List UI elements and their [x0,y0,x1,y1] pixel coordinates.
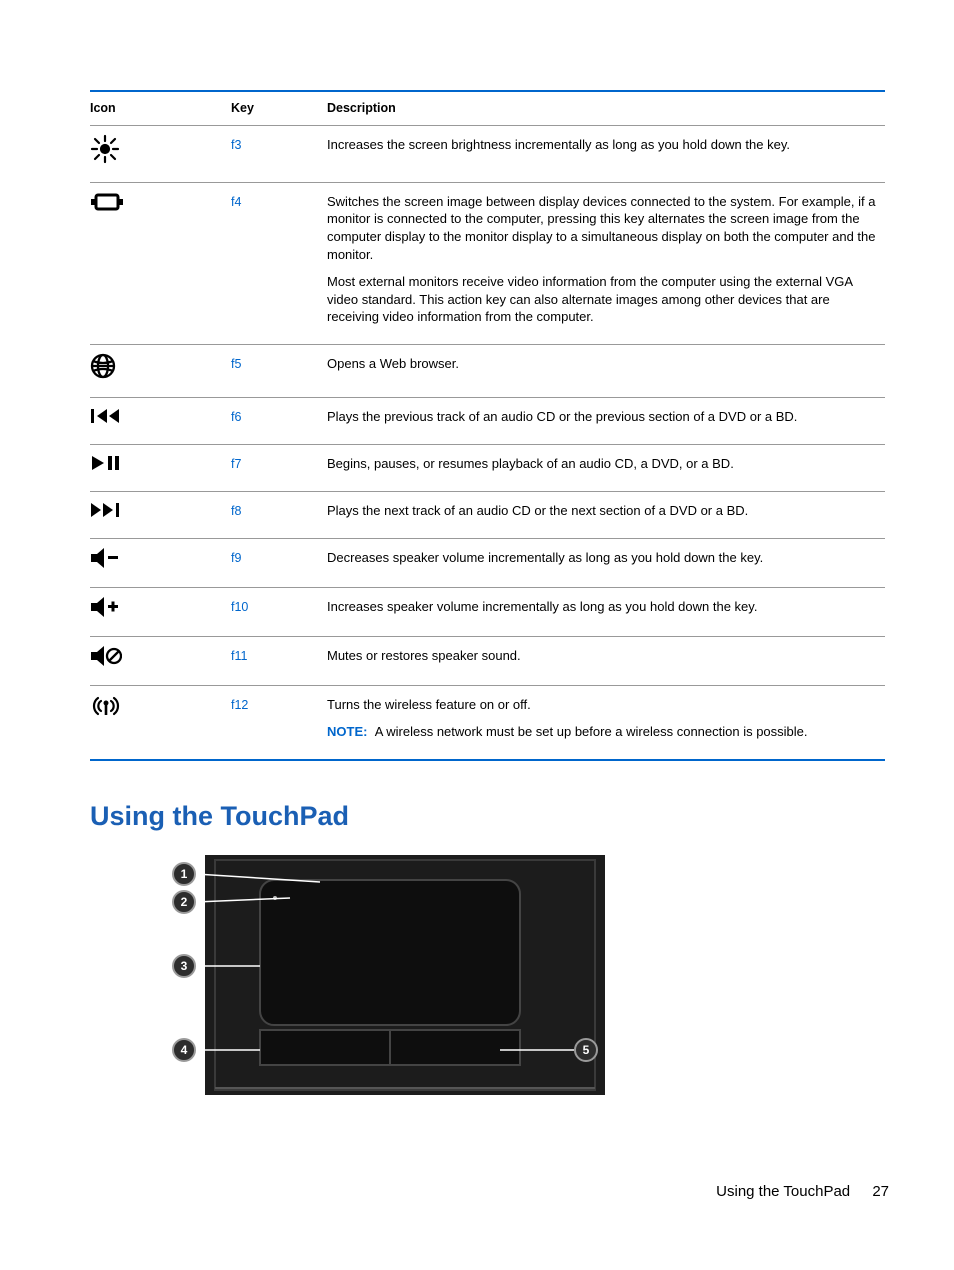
table-row: f10 Increases speaker volume incremental… [90,587,885,636]
desc-cell: Plays the next track of an audio CD or t… [327,491,885,538]
desc-cell: Mutes or restores speaker sound. [327,636,885,685]
table-row: f12 Turns the wireless feature on or off… [90,685,885,760]
callout-4: 4 [173,1039,195,1061]
touchpad-svg: 1 2 3 4 5 [160,850,610,1100]
svg-text:3: 3 [181,959,188,973]
icon-cell [90,344,231,397]
page: Icon Key Description [0,0,954,1270]
key-label: f5 [231,357,241,371]
key-cell: f7 [231,444,327,491]
svg-text:1: 1 [181,867,188,881]
key-cell: f3 [231,125,327,182]
key-cell: f9 [231,538,327,587]
footer-page-number: 27 [872,1183,889,1200]
desc-text: Increases the screen brightness incremen… [327,136,879,154]
key-cell: f11 [231,636,327,685]
desc-text: Begins, pauses, or resumes playback of a… [327,455,879,473]
key-cell: f4 [231,182,327,344]
table-row: f7 Begins, pauses, or resumes playback o… [90,444,885,491]
note-label: NOTE: [327,724,367,739]
key-cell: f8 [231,491,327,538]
icon-cell [90,182,231,344]
key-label: f6 [231,410,241,424]
desc-text: Increases speaker volume incrementally a… [327,598,879,616]
desc-cell: Increases the screen brightness incremen… [327,125,885,182]
table-row: f4 Switches the screen image between dis… [90,182,885,344]
icon-cell [90,685,231,760]
desc-cell: Increases speaker volume incrementally a… [327,587,885,636]
wireless-icon [90,694,225,718]
desc-text: Mutes or restores speaker sound. [327,647,879,665]
table-row: f5 Opens a Web browser. [90,344,885,397]
key-label: f10 [231,600,248,614]
desc-cell: Opens a Web browser. [327,344,885,397]
key-label: f7 [231,457,241,471]
svg-text:2: 2 [181,895,188,909]
key-label: f12 [231,698,248,712]
desc-cell: Decreases speaker volume incrementally a… [327,538,885,587]
desc-text: Plays the previous track of an audio CD … [327,408,879,426]
svg-text:5: 5 [583,1043,590,1057]
mute-icon [90,645,225,667]
col-header-desc: Description [327,91,885,125]
desc-text: Decreases speaker volume incrementally a… [327,549,879,567]
key-label: f11 [231,649,247,663]
callout-2: 2 [173,891,195,913]
svg-text:4: 4 [181,1043,188,1057]
display-switch-icon [90,191,225,213]
icon-cell [90,538,231,587]
footer-title: Using the TouchPad [716,1183,850,1200]
table-row: f11 Mutes or restores speaker sound. [90,636,885,685]
key-label: f9 [231,551,241,565]
section-heading: Using the TouchPad [90,801,889,832]
key-cell: f10 [231,587,327,636]
note-text: A wireless network must be set up before… [375,724,808,739]
desc-text: Turns the wireless feature on or off. [327,696,879,714]
desc-text: Most external monitors receive video inf… [327,273,879,326]
volume-down-icon [90,547,225,569]
icon-cell [90,491,231,538]
desc-text: Plays the next track of an audio CD or t… [327,502,879,520]
page-footer: Using the TouchPad 27 [716,1183,889,1200]
key-cell: f5 [231,344,327,397]
key-label: f8 [231,504,241,518]
col-header-icon: Icon [90,91,231,125]
touchpad-figure: 1 2 3 4 5 [160,850,889,1105]
key-cell: f6 [231,397,327,444]
desc-cell: Begins, pauses, or resumes playback of a… [327,444,885,491]
desc-cell: Switches the screen image between displa… [327,182,885,344]
desc-text: Switches the screen image between displa… [327,193,879,263]
callout-1: 1 [173,863,195,885]
table-row: f6 Plays the previous track of an audio … [90,397,885,444]
desc-text: Opens a Web browser. [327,355,879,373]
previous-track-icon [90,406,225,426]
icon-cell [90,587,231,636]
key-cell: f12 [231,685,327,760]
icon-cell [90,444,231,491]
table-header-row: Icon Key Description [90,91,885,125]
volume-up-icon [90,596,225,618]
action-keys-table: Icon Key Description [90,90,885,761]
key-label: f3 [231,138,241,152]
col-header-key: Key [231,91,327,125]
callout-5: 5 [575,1039,597,1061]
play-pause-icon [90,453,225,473]
note-line: NOTE: A wireless network must be set up … [327,723,879,741]
key-label: f4 [231,195,241,209]
web-browser-icon [90,353,225,379]
table-row: f3 Increases the screen brightness incre… [90,125,885,182]
next-track-icon [90,500,225,520]
icon-cell [90,125,231,182]
table-row: f9 Decreases speaker volume incrementall… [90,538,885,587]
brightness-up-icon [90,134,225,164]
callout-3: 3 [173,955,195,977]
table-row: f8 Plays the next track of an audio CD o… [90,491,885,538]
desc-cell: Turns the wireless feature on or off. NO… [327,685,885,760]
icon-cell [90,636,231,685]
desc-cell: Plays the previous track of an audio CD … [327,397,885,444]
icon-cell [90,397,231,444]
